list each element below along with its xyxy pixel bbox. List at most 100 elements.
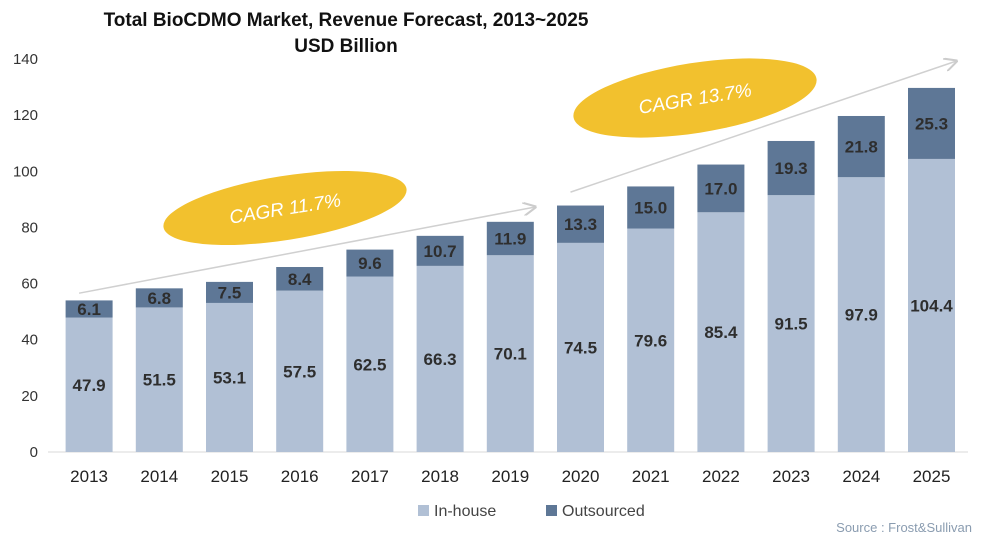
x-tick-label: 2021 bbox=[632, 467, 670, 486]
bar-in-house bbox=[65, 317, 113, 452]
data-label-outsourced: 13.3 bbox=[564, 215, 597, 234]
bar-outsourced bbox=[837, 115, 885, 178]
data-label-outsourced: 19.3 bbox=[775, 159, 808, 178]
y-tick-label: 100 bbox=[13, 163, 38, 180]
x-tick-label: 2024 bbox=[842, 467, 880, 486]
bar-group: 91.5 19.3 bbox=[767, 140, 815, 452]
legend-swatch bbox=[546, 505, 557, 516]
data-label-outsourced: 10.7 bbox=[424, 242, 457, 261]
bar-outsourced bbox=[557, 205, 604, 243]
bar-outsourced bbox=[276, 267, 324, 291]
x-tick-label: 2016 bbox=[281, 467, 319, 486]
bar-outsourced bbox=[135, 288, 183, 308]
y-tick-label: 0 bbox=[30, 444, 38, 461]
bar-group: 66.3 10.7 bbox=[416, 235, 464, 452]
bar-group: 57.5 8.4 bbox=[276, 267, 324, 452]
bar-in-house bbox=[346, 276, 394, 452]
cagr-badge: CAGR 13.7% bbox=[573, 58, 817, 138]
data-label-in-house: 53.1 bbox=[213, 368, 246, 387]
bar-in-house bbox=[908, 158, 955, 453]
data-label-in-house: 104.4 bbox=[910, 296, 953, 315]
bar-in-house bbox=[627, 228, 675, 452]
bar-outsourced bbox=[346, 249, 394, 277]
cagr-ellipse bbox=[163, 170, 407, 246]
bar-in-house bbox=[206, 302, 253, 452]
data-label-outsourced: 21.8 bbox=[845, 138, 878, 157]
bar-group: 97.9 21.8 bbox=[837, 115, 885, 452]
legend: In-house Outsourced bbox=[418, 503, 645, 520]
bar-in-house bbox=[486, 255, 534, 452]
bar-in-house bbox=[135, 307, 183, 452]
legend-in-house: In-house bbox=[418, 503, 496, 520]
data-label-outsourced: 25.3 bbox=[915, 114, 948, 133]
y-tick-label: 60 bbox=[21, 276, 38, 293]
bar-in-house bbox=[697, 212, 745, 452]
y-tick-label: 140 bbox=[13, 51, 38, 68]
data-label-in-house: 74.5 bbox=[564, 338, 597, 357]
data-label-outsourced: 15.0 bbox=[634, 198, 667, 217]
bar-in-house bbox=[837, 177, 885, 452]
y-tick-label: 40 bbox=[21, 332, 38, 349]
x-tick-label: 2017 bbox=[351, 467, 389, 486]
cagr-annotations: CAGR 11.7% CAGR 13.7% bbox=[163, 58, 817, 246]
x-tick-label: 2022 bbox=[702, 467, 740, 486]
bar-group: 74.5 13.3 bbox=[557, 205, 604, 452]
trend-arrow bbox=[78, 207, 535, 294]
bar-outsourced bbox=[908, 87, 955, 159]
bar-group: 104.4 25.3 bbox=[908, 87, 955, 453]
x-tick-label: 2019 bbox=[491, 467, 529, 486]
bar-in-house bbox=[276, 290, 324, 452]
chart-subtitle: USD Billion bbox=[294, 36, 397, 57]
bar-outsourced bbox=[416, 235, 464, 266]
bar-group: 53.1 7.5 bbox=[206, 281, 253, 452]
bar-outsourced bbox=[627, 186, 675, 229]
y-tick-label: 20 bbox=[21, 388, 38, 405]
x-tick-label: 2014 bbox=[140, 467, 178, 486]
x-axis-ticks: 2013 2014 2015 2016 2017 2018 2019 2020 2021 2022… bbox=[70, 467, 950, 486]
data-label-outsourced: 11.9 bbox=[494, 230, 526, 249]
bar-group: 47.9 6.1 bbox=[65, 300, 113, 452]
data-label-in-house: 79.6 bbox=[634, 331, 667, 350]
data-label-in-house: 70.1 bbox=[494, 345, 527, 364]
bar-group: 85.4 17.0 bbox=[697, 164, 745, 452]
bar-group: 70.1 11.9 bbox=[486, 221, 534, 452]
source-note: Source : Frost&Sullivan bbox=[836, 520, 972, 535]
chart-title: Total BioCDMO Market, Revenue Forecast, … bbox=[104, 10, 589, 31]
cagr-ellipse bbox=[573, 58, 817, 138]
legend-outsourced: Outsourced bbox=[546, 503, 645, 520]
bar-outsourced bbox=[206, 281, 253, 303]
data-label-outsourced: 6.1 bbox=[77, 300, 101, 319]
legend-swatch bbox=[418, 505, 429, 516]
trend-arrows bbox=[78, 61, 957, 294]
y-tick-label: 80 bbox=[21, 219, 38, 236]
bar-group: 51.5 6.8 bbox=[135, 288, 183, 452]
trend-arrow bbox=[570, 61, 957, 193]
data-label-in-house: 57.5 bbox=[283, 362, 316, 381]
y-tick-label: 120 bbox=[13, 107, 38, 124]
bar-outsourced bbox=[65, 300, 113, 318]
data-label-in-house: 91.5 bbox=[775, 315, 808, 334]
data-label-in-house: 85.4 bbox=[704, 323, 738, 342]
bar-in-house bbox=[767, 195, 815, 452]
bar-group: 79.6 15.0 bbox=[627, 186, 675, 452]
data-label-outsourced: 7.5 bbox=[218, 283, 242, 302]
data-label-in-house: 97.9 bbox=[845, 306, 878, 325]
data-label-in-house: 62.5 bbox=[353, 355, 386, 374]
legend-label: In-house bbox=[434, 503, 496, 520]
x-tick-label: 2023 bbox=[772, 467, 810, 486]
bar-outsourced bbox=[767, 140, 815, 196]
data-label-in-house: 51.5 bbox=[143, 371, 176, 390]
y-axis-ticks: 0 20 40 60 80 100 120 140 bbox=[13, 51, 38, 461]
data-label-outsourced: 8.4 bbox=[288, 270, 312, 289]
data-label-outsourced: 17.0 bbox=[704, 179, 737, 198]
data-label-in-house: 47.9 bbox=[73, 376, 106, 395]
x-tick-label: 2025 bbox=[913, 467, 951, 486]
bar-group: 62.5 9.6 bbox=[346, 249, 394, 452]
bar-outsourced bbox=[486, 221, 534, 256]
cagr-badge: CAGR 11.7% bbox=[163, 170, 407, 246]
x-tick-label: 2015 bbox=[211, 467, 249, 486]
data-label-in-house: 66.3 bbox=[424, 350, 457, 369]
bars: 47.9 6.1 51.5 6.8 53.1 7.5 57.5 8.4 62.5 9.6 66.3 1… bbox=[65, 87, 955, 453]
data-label-outsourced: 6.8 bbox=[147, 289, 171, 308]
bar-in-house bbox=[557, 242, 604, 452]
